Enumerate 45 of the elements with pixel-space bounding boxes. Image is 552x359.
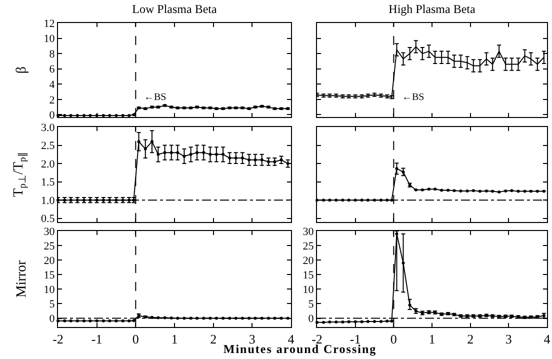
y-tick-label: 20 — [302, 254, 314, 267]
y-tick-label: 0 — [308, 313, 314, 326]
chart-title: Low Plasma Beta — [132, 2, 218, 16]
x-tick-label: 0 — [132, 332, 139, 347]
y-tick-label: 2.0 — [41, 158, 56, 170]
y-tick-label: 20 — [44, 254, 56, 267]
y-tick-label: 15 — [302, 269, 314, 282]
x-tick-label: 3 — [248, 332, 256, 347]
y-tick-label: 6 — [49, 64, 56, 76]
x-tick-label: -2 — [52, 332, 64, 347]
y-tick-label: 10 — [302, 284, 314, 296]
y-tick-label: 0.5 — [41, 213, 56, 226]
y-axis-title: β — [14, 66, 30, 74]
y-tick-label: 0 — [49, 313, 56, 326]
y-tick-label: 30 — [44, 226, 56, 238]
x-tick-label: 3 — [505, 332, 512, 347]
x-tick-label: 1 — [171, 332, 178, 347]
y-tick-label: 2.5 — [41, 140, 56, 152]
annotation: ←BS — [144, 92, 166, 103]
y-tick-label: 5 — [308, 298, 314, 311]
y-tick-label: 8 — [49, 48, 56, 60]
y-tick-label: 15 — [44, 269, 56, 282]
x-tick-label: 2 — [210, 332, 217, 347]
y-tick-label: 25 — [302, 240, 314, 252]
y-tick-label: 10 — [44, 284, 56, 296]
y-tick-label: 25 — [44, 240, 56, 252]
y-tick-label: 30 — [302, 226, 314, 238]
y-tick-label: 0 — [49, 110, 56, 122]
y-tick-label: 4 — [49, 78, 56, 91]
y-tick-label: 2 — [49, 94, 55, 106]
y-tick-label: 1.0 — [41, 194, 56, 207]
annotation: ←BS — [402, 92, 424, 103]
x-tick-label: -1 — [91, 332, 102, 347]
y-tick-label: 12 — [44, 18, 55, 30]
x-tick-label: 1 — [428, 332, 436, 347]
x-tick-label: 0 — [390, 332, 397, 347]
chart-title: High Plasma Beta — [388, 2, 476, 16]
y-axis-title: Mirror — [14, 260, 30, 298]
y-tick-label: 10 — [44, 33, 56, 46]
x-tick-label: 2 — [467, 332, 474, 347]
x-tick-label: 4 — [544, 332, 551, 347]
y-tick-label: 5 — [49, 298, 56, 311]
y-tick-label: 3.0 — [41, 122, 56, 134]
x-tick-label: 4 — [288, 332, 295, 347]
y-tick-label: 1.5 — [41, 176, 56, 189]
